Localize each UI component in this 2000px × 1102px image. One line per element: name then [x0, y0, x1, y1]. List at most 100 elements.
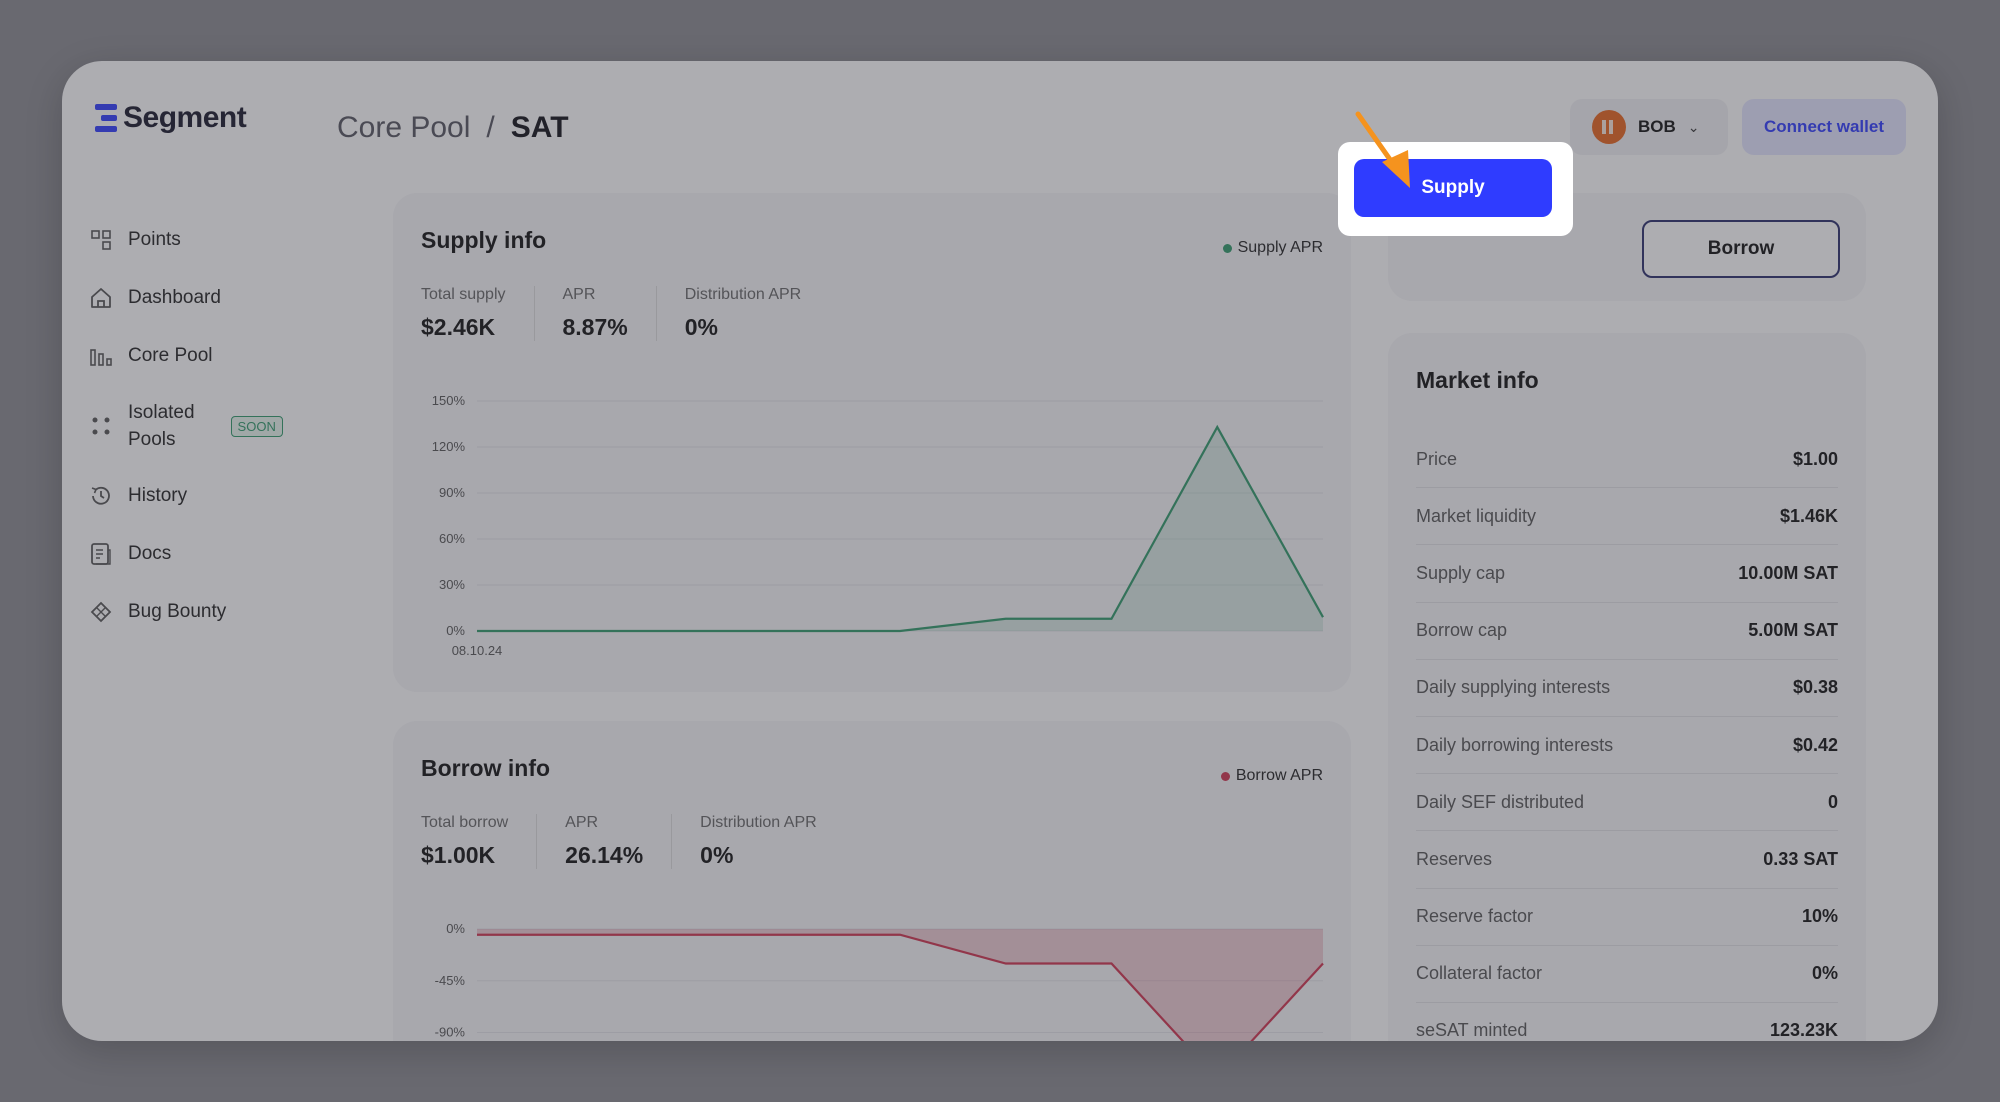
sidebar-nav: Points Dashboard Core Pool Isolated Pool… — [88, 211, 283, 641]
borrow-apr-legend: Borrow APR — [1220, 767, 1323, 785]
sidebar-item-history[interactable]: History — [88, 467, 283, 525]
y-tick-label: 90% — [439, 485, 465, 500]
market-info-value: $1.00 — [1792, 448, 1838, 469]
y-tick-label: 0% — [446, 921, 465, 936]
market-info-row: Daily SEF distributed 0 — [1416, 774, 1838, 832]
market-info-value: 5.00M SAT — [1748, 620, 1838, 641]
market-info-key: Collateral factor — [1416, 963, 1543, 984]
supply-stats: Total supply $2.46K APR 8.87% Distributi… — [421, 286, 857, 341]
stat-value: $2.46K — [421, 314, 496, 340]
stat-label: Total borrow — [421, 814, 509, 831]
connect-wallet-button[interactable]: Connect wallet — [1742, 99, 1906, 155]
series-area — [477, 929, 1323, 1041]
market-info-value: $1.46K — [1779, 505, 1838, 526]
points-icon — [88, 227, 114, 253]
market-info-key: Price — [1416, 448, 1458, 469]
bob-chain-icon — [1592, 110, 1626, 144]
borrow-apr-chart: 0% -45% -90% — [435, 921, 1324, 1041]
market-info-key: Supply cap — [1416, 562, 1506, 583]
market-info-key: Daily borrowing interests — [1416, 734, 1614, 755]
y-tick-label: 150% — [432, 393, 466, 408]
legend-label: Supply APR — [1237, 239, 1323, 256]
stat-value: 0% — [684, 314, 718, 340]
market-info-key: Daily supplying interests — [1416, 677, 1611, 698]
app-window: Segment Core Pool / SAT BOB ⌄ Connect wa… — [62, 61, 1938, 1041]
borrow-info-title: Borrow info — [421, 755, 551, 781]
market-info-row: Supply cap 10.00M SAT — [1416, 545, 1838, 603]
stat-total-supply: Total supply $2.46K — [421, 286, 535, 341]
stat-apr: APR 26.14% — [565, 814, 673, 869]
stat-distribution-apr: Distribution APR 0% — [685, 286, 830, 341]
y-tick-label: -45% — [435, 973, 466, 988]
market-info-key: Borrow cap — [1416, 620, 1508, 641]
market-info-key: Daily SEF distributed — [1416, 791, 1585, 812]
sidebar-item-label: Points — [128, 229, 181, 250]
supply-apr-chart: 150% 120% 90% 60% 30% 0% 08.10.24 — [432, 393, 1324, 658]
series-line — [477, 933, 1324, 1041]
market-info-value: 10% — [1801, 906, 1838, 927]
y-tick-label: 60% — [439, 531, 465, 546]
market-info-value: 10.00M SAT — [1738, 562, 1838, 583]
clock-icon — [88, 483, 114, 509]
market-info-row: Reserve factor 10% — [1416, 889, 1838, 946]
sidebar-item-points[interactable]: Points — [88, 211, 283, 269]
stat-distribution-apr: Distribution APR 0% — [700, 814, 845, 869]
sidebar-item-label: Isolated Pools — [128, 399, 195, 453]
market-info-card: Market info Price $1.00 Market liquidity $1… — [1388, 333, 1866, 1041]
sidebar-item-label: History — [128, 485, 188, 506]
chevron-down-icon: ⌄ — [1687, 118, 1700, 135]
stat-label: APR — [562, 286, 596, 303]
segment-logo-icon — [95, 104, 117, 132]
sidebar-item-label: Bug Bounty — [128, 601, 227, 622]
stat-value: 8.87% — [562, 314, 628, 340]
bar-chart-icon — [88, 343, 114, 369]
breadcrumb-current: SAT — [510, 111, 569, 144]
sidebar-item-isolated-pools[interactable]: Isolated Pools SOON — [88, 385, 283, 467]
y-tick-label: 120% — [432, 439, 466, 454]
sidebar-item-label: Dashboard — [128, 287, 221, 308]
x-tick-label: 08.10.24 — [452, 643, 503, 658]
market-info-value: 0 — [1827, 791, 1838, 812]
supply-button[interactable]: Supply — [1354, 159, 1552, 217]
legend-dot — [1222, 243, 1232, 253]
market-info-value: 123.23K — [1769, 1020, 1838, 1041]
chain-label: BOB — [1638, 117, 1676, 136]
stat-label: Total supply — [421, 286, 506, 303]
stat-label: Distribution APR — [700, 814, 817, 831]
sidebar-item-core-pool[interactable]: Core Pool — [88, 327, 283, 385]
borrow-info-card: Borrow info Borrow APR Total borrow $1.0… — [393, 721, 1351, 1041]
document-icon — [88, 541, 114, 567]
chain-selector[interactable]: BOB ⌄ — [1570, 99, 1728, 155]
stat-value: 26.14% — [565, 842, 644, 868]
market-info-value: 0.33 SAT — [1763, 848, 1838, 869]
breadcrumb: Core Pool / SAT — [337, 111, 569, 145]
dots-grid-icon — [88, 413, 114, 439]
stat-value: 0% — [700, 842, 734, 868]
sidebar-item-bug-bounty[interactable]: Bug Bounty — [88, 583, 283, 641]
brand-name: Segment — [123, 101, 247, 134]
sidebar-item-label: Docs — [128, 543, 172, 564]
stat-label: APR — [565, 814, 599, 831]
market-info-row: Daily borrowing interests $0.42 — [1416, 717, 1838, 775]
label-line-1: Isolated — [128, 402, 195, 423]
market-info-title: Market info — [1416, 367, 1539, 393]
sidebar-item-dashboard[interactable]: Dashboard — [88, 269, 283, 327]
legend-label: Borrow APR — [1235, 767, 1323, 784]
supply-info-title: Supply info — [421, 227, 547, 253]
supply-apr-legend: Supply APR — [1222, 239, 1323, 257]
sidebar-item-docs[interactable]: Docs — [88, 525, 283, 583]
market-info-key: Reserve factor — [1416, 906, 1534, 927]
market-info-value: $0.38 — [1792, 677, 1838, 698]
bug-icon — [88, 599, 114, 625]
home-icon — [88, 285, 114, 311]
y-tick-label: -90% — [435, 1025, 466, 1040]
soon-badge: SOON — [230, 415, 283, 437]
stat-total-borrow: Total borrow $1.00K — [421, 814, 538, 869]
market-info-rows: Price $1.00 Market liquidity $1.46K Supply c… — [1416, 431, 1838, 1041]
borrow-button[interactable]: Borrow — [1642, 220, 1840, 278]
breadcrumb-root[interactable]: Core Pool — [337, 111, 471, 144]
series-area — [477, 427, 1323, 631]
brand-logo[interactable]: Segment — [95, 101, 247, 135]
market-info-row: Market liquidity $1.46K — [1416, 488, 1838, 546]
market-info-row: Price $1.00 — [1416, 431, 1838, 489]
